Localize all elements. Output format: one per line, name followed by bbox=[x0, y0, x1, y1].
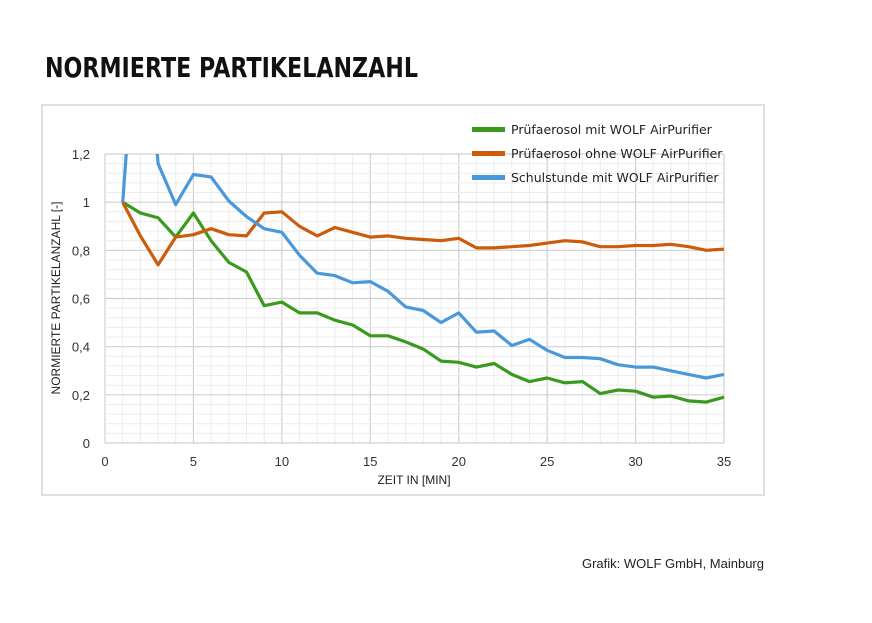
y-axis-label: NORMIERTE PARTIKELANZAHL [-] bbox=[49, 202, 63, 395]
x-tick-label: 20 bbox=[451, 454, 465, 469]
x-tick-label: 0 bbox=[101, 454, 108, 469]
series-line-2 bbox=[121, 201, 725, 267]
y-tick-label: 0,6 bbox=[72, 292, 90, 307]
legend-label: Prüfaerosol mit WOLF AirPurifier bbox=[511, 122, 713, 137]
legend-label: Prüfaerosol ohne WOLF AirPurifier bbox=[511, 146, 723, 161]
grid bbox=[104, 153, 725, 444]
legend-label: Schulstunde mit WOLF AirPurifier bbox=[511, 170, 719, 185]
y-tick-label: 1,2 bbox=[72, 147, 90, 162]
x-tick-label: 35 bbox=[717, 454, 731, 469]
legend-swatch bbox=[472, 151, 505, 156]
y-tick-label: 0,4 bbox=[72, 340, 90, 355]
x-tick-label: 30 bbox=[628, 454, 642, 469]
y-tick-label: 1 bbox=[83, 195, 90, 210]
x-tick-label: 25 bbox=[540, 454, 554, 469]
series-line-3 bbox=[121, 154, 725, 380]
legend-swatch bbox=[472, 175, 505, 180]
x-tick-label: 5 bbox=[190, 454, 197, 469]
series-lines bbox=[121, 154, 725, 404]
tick-labels: 0 5 10 15 20 25 30 35 0 0,2 0,4 0,6 0,8 1 1,2 bbox=[72, 147, 731, 469]
legend: Prüfaerosol mit WOLF AirPurifier Prüfaero… bbox=[472, 122, 723, 185]
x-axis-label: ZEIT IN [MIN] bbox=[377, 473, 450, 487]
x-tick-label: 15 bbox=[363, 454, 377, 469]
y-tick-label: 0 bbox=[83, 436, 90, 451]
legend-swatch bbox=[472, 127, 505, 132]
x-tick-label: 10 bbox=[275, 454, 289, 469]
page-title: NORMIERTE PARTIKELANZAHL bbox=[45, 51, 418, 84]
series-line-1 bbox=[121, 200, 725, 404]
y-tick-label: 0,2 bbox=[72, 388, 90, 403]
y-tick-label: 0,8 bbox=[72, 243, 90, 258]
credit-text: Grafik: WOLF GmbH, Mainburg bbox=[582, 556, 764, 571]
